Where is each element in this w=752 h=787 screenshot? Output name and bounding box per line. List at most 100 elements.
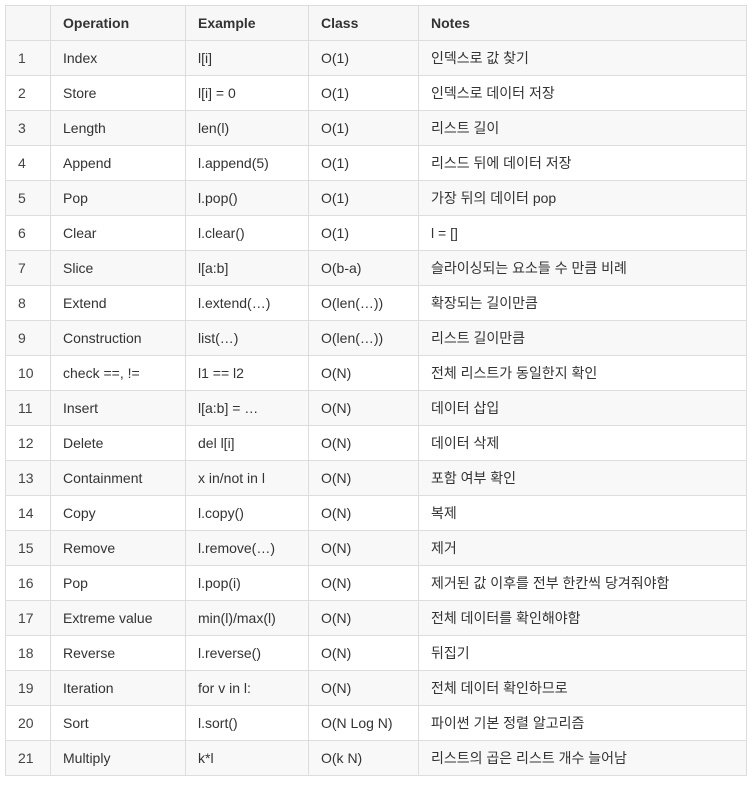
operation-cell: Construction bbox=[50, 320, 186, 356]
notes-cell: 인덱스로 데이터 저장 bbox=[418, 75, 747, 111]
row-number: 10 bbox=[5, 355, 51, 391]
example-cell: l.append(5) bbox=[185, 145, 309, 181]
operation-cell: Copy bbox=[50, 495, 186, 531]
notes-cell: 파이썬 기본 정렬 알고리즘 bbox=[418, 705, 747, 741]
notes-cell: 복제 bbox=[418, 495, 747, 531]
operation-cell: Store bbox=[50, 75, 186, 111]
example-cell: list(…) bbox=[185, 320, 309, 356]
table-row: 21 Multiply k*l O(k N) 리스트의 곱은 리스트 개수 늘어남 bbox=[5, 740, 747, 776]
example-cell: l1 == l2 bbox=[185, 355, 309, 391]
row-number: 13 bbox=[5, 460, 51, 496]
row-number: 19 bbox=[5, 670, 51, 706]
row-number: 15 bbox=[5, 530, 51, 566]
table-row: 15 Remove l.remove(…) O(N) 제거 bbox=[5, 530, 747, 566]
table-row: 18 Reverse l.reverse() O(N) 뒤집기 bbox=[5, 635, 747, 671]
operation-cell: check ==, != bbox=[50, 355, 186, 391]
example-cell: l[a:b] = … bbox=[185, 390, 309, 426]
table-row: 7 Slice l[a:b] O(b-a) 슬라이싱되는 요소들 수 만큼 비례 bbox=[5, 250, 747, 286]
table-body: 1 Index l[i] O(1) 인덱스로 값 찾기 2 Store l[i] = 0 O(1… bbox=[5, 40, 747, 776]
example-cell: l.remove(…) bbox=[185, 530, 309, 566]
class-cell: O(N) bbox=[308, 355, 419, 391]
row-number: 18 bbox=[5, 635, 51, 671]
class-cell: O(len(…)) bbox=[308, 320, 419, 356]
notes-cell: 리스트 길이 bbox=[418, 110, 747, 146]
notes-cell: 데이터 삭제 bbox=[418, 425, 747, 461]
example-cell: del l[i] bbox=[185, 425, 309, 461]
operation-cell: Slice bbox=[50, 250, 186, 286]
operation-cell: Insert bbox=[50, 390, 186, 426]
class-cell: O(N) bbox=[308, 460, 419, 496]
notes-cell: 슬라이싱되는 요소들 수 만큼 비례 bbox=[418, 250, 747, 286]
example-cell: l.pop(i) bbox=[185, 565, 309, 601]
notes-cell: 전체 리스트가 동일한지 확인 bbox=[418, 355, 747, 391]
example-cell: for v in l: bbox=[185, 670, 309, 706]
table-row: 2 Store l[i] = 0 O(1) 인덱스로 데이터 저장 bbox=[5, 75, 747, 111]
class-cell: O(N) bbox=[308, 670, 419, 706]
example-cell: l.sort() bbox=[185, 705, 309, 741]
class-cell: O(N) bbox=[308, 600, 419, 636]
operation-cell: Extreme value bbox=[50, 600, 186, 636]
example-cell: l[i] = 0 bbox=[185, 75, 309, 111]
table-row: 12 Delete del l[i] O(N) 데이터 삭제 bbox=[5, 425, 747, 461]
class-cell: O(N) bbox=[308, 390, 419, 426]
table-row: 4 Append l.append(5) O(1) 리스드 뒤에 데이터 저장 bbox=[5, 145, 747, 181]
operation-cell: Extend bbox=[50, 285, 186, 321]
example-cell: l.extend(…) bbox=[185, 285, 309, 321]
operation-cell: Remove bbox=[50, 530, 186, 566]
class-cell: O(N) bbox=[308, 530, 419, 566]
operation-cell: Clear bbox=[50, 215, 186, 251]
class-cell: O(1) bbox=[308, 145, 419, 181]
table-row: 14 Copy l.copy() O(N) 복제 bbox=[5, 495, 747, 531]
table-row: 3 Length len(l) O(1) 리스트 길이 bbox=[5, 110, 747, 146]
table-row: 5 Pop l.pop() O(1) 가장 뒤의 데이터 pop bbox=[5, 180, 747, 216]
header-example: Example bbox=[185, 5, 309, 41]
example-cell: k*l bbox=[185, 740, 309, 776]
row-number: 17 bbox=[5, 600, 51, 636]
header-notes: Notes bbox=[418, 5, 747, 41]
operation-cell: Pop bbox=[50, 565, 186, 601]
operation-cell: Append bbox=[50, 145, 186, 181]
header-row: Operation Example Class Notes bbox=[5, 5, 747, 41]
example-cell: l.clear() bbox=[185, 215, 309, 251]
header-index bbox=[5, 5, 51, 41]
example-cell: len(l) bbox=[185, 110, 309, 146]
table-row: 19 Iteration for v in l: O(N) 전체 데이터 확인하므로 bbox=[5, 670, 747, 706]
operation-cell: Reverse bbox=[50, 635, 186, 671]
row-number: 4 bbox=[5, 145, 51, 181]
row-number: 1 bbox=[5, 40, 51, 76]
operation-cell: Sort bbox=[50, 705, 186, 741]
operation-cell: Delete bbox=[50, 425, 186, 461]
list-operations-table: Operation Example Class Notes 1 Index l[i]… bbox=[5, 5, 747, 776]
table-row: 16 Pop l.pop(i) O(N) 제거된 값 이후를 전부 한칸씩 당겨줘야함 bbox=[5, 565, 747, 601]
row-number: 3 bbox=[5, 110, 51, 146]
operation-cell: Index bbox=[50, 40, 186, 76]
row-number: 11 bbox=[5, 390, 51, 426]
notes-cell: 리스트의 곱은 리스트 개수 늘어남 bbox=[418, 740, 747, 776]
operation-cell: Multiply bbox=[50, 740, 186, 776]
class-cell: O(len(…)) bbox=[308, 285, 419, 321]
header-class: Class bbox=[308, 5, 419, 41]
operation-cell: Length bbox=[50, 110, 186, 146]
row-number: 12 bbox=[5, 425, 51, 461]
class-cell: O(N) bbox=[308, 565, 419, 601]
example-cell: l.copy() bbox=[185, 495, 309, 531]
table-header: Operation Example Class Notes bbox=[5, 5, 747, 41]
table-row: 20 Sort l.sort() O(N Log N) 파이썬 기본 정렬 알고리즘 bbox=[5, 705, 747, 741]
row-number: 16 bbox=[5, 565, 51, 601]
table-row: 11 Insert l[a:b] = … O(N) 데이터 삽입 bbox=[5, 390, 747, 426]
notes-cell: 포함 여부 확인 bbox=[418, 460, 747, 496]
table-row: 8 Extend l.extend(…) O(len(…)) 확장되는 길이만큼 bbox=[5, 285, 747, 321]
class-cell: O(N Log N) bbox=[308, 705, 419, 741]
table-row: 6 Clear l.clear() O(1) l = [] bbox=[5, 215, 747, 251]
table-row: 10 check ==, != l1 == l2 O(N) 전체 리스트가 동일한지 확… bbox=[5, 355, 747, 391]
notes-cell: 인덱스로 값 찾기 bbox=[418, 40, 747, 76]
row-number: 9 bbox=[5, 320, 51, 356]
class-cell: O(N) bbox=[308, 635, 419, 671]
notes-cell: 전체 데이터 확인하므로 bbox=[418, 670, 747, 706]
notes-cell: 제거된 값 이후를 전부 한칸씩 당겨줘야함 bbox=[418, 565, 747, 601]
notes-cell: 전체 데이터를 확인해야함 bbox=[418, 600, 747, 636]
notes-cell: 리스드 뒤에 데이터 저장 bbox=[418, 145, 747, 181]
example-cell: l[i] bbox=[185, 40, 309, 76]
class-cell: O(N) bbox=[308, 425, 419, 461]
